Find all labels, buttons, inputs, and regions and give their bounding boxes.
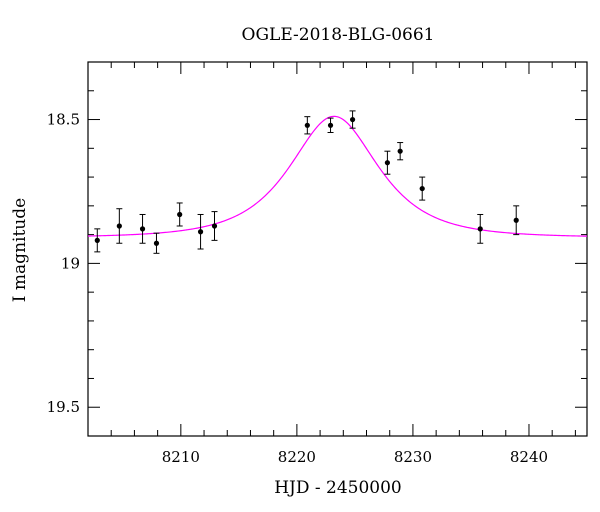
data-point-marker [139, 226, 146, 232]
data-point-marker [197, 229, 204, 235]
data-point-marker [349, 116, 356, 123]
data-point-marker [304, 122, 310, 128]
data-point [419, 176, 426, 201]
data-point-marker [211, 223, 218, 229]
data-point-marker [513, 217, 519, 223]
x-axis-label: HJD - 2450000 [274, 478, 402, 498]
data-point-marker [153, 240, 160, 246]
data-point [513, 205, 520, 236]
data-point [94, 228, 101, 253]
data-point-marker [384, 160, 390, 166]
model-curve [87, 115, 588, 237]
data-point [384, 150, 391, 175]
data-point [197, 213, 204, 250]
data-point-marker [94, 237, 100, 243]
data-point [304, 116, 311, 135]
data-point-marker [177, 211, 183, 218]
data-point-marker [116, 223, 122, 229]
axis-ticks [87, 61, 587, 437]
x-tick-label: 8240 [510, 448, 548, 466]
tick-labels: 8210 8220 8230 8240 18.5 19 19.5 [47, 111, 548, 466]
data-point [139, 213, 146, 244]
data-point [327, 117, 334, 133]
data-point [176, 202, 183, 227]
data-point [116, 208, 123, 244]
data-point [477, 213, 484, 244]
chart-title: OGLE-2018-BLG-0661 [242, 25, 435, 45]
x-tick-label: 8210 [162, 448, 200, 466]
model-curve-layer [87, 115, 588, 237]
data-point-marker [419, 185, 425, 192]
plot-frame [87, 61, 588, 437]
y-axis-label: I magnitude [10, 198, 30, 302]
data-point-marker [397, 148, 403, 154]
data-point [211, 211, 218, 241]
data-point [153, 232, 160, 254]
plot-area [87, 61, 588, 437]
data-points-layer [94, 110, 520, 254]
x-tick-label: 8230 [394, 448, 432, 466]
y-tick-label: 19.5 [47, 398, 80, 416]
data-point-marker [477, 226, 483, 232]
x-tick-label: 8220 [278, 448, 316, 466]
data-point [397, 142, 404, 161]
data-point-marker [327, 122, 334, 128]
y-tick-label: 19 [61, 254, 80, 272]
data-point [349, 110, 356, 129]
y-tick-label: 18.5 [47, 111, 80, 129]
